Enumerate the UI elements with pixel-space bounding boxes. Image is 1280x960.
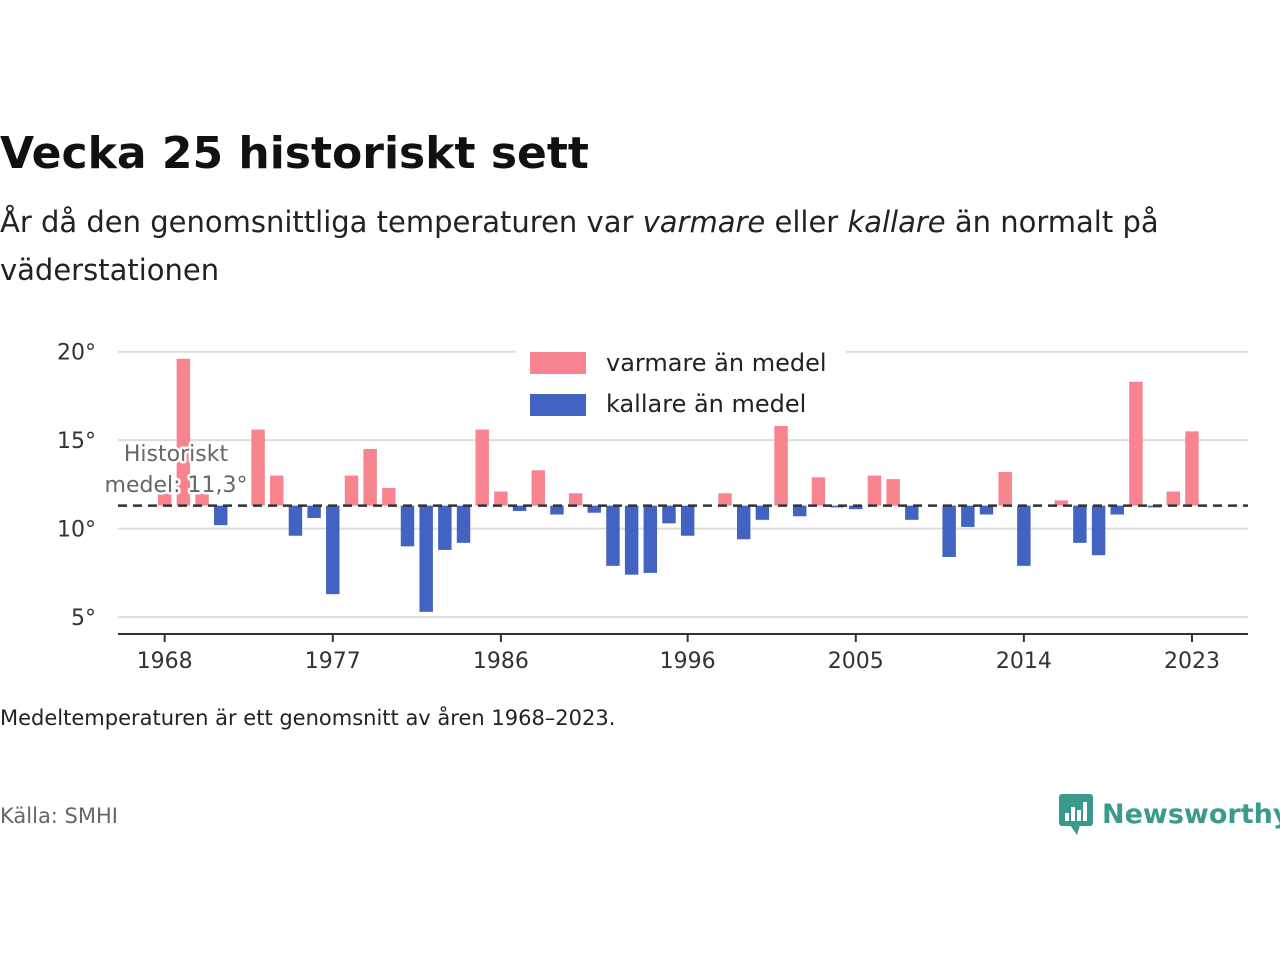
bar-warmer — [270, 475, 284, 506]
y-tick-label: 15° — [57, 429, 96, 454]
legend-swatch-warmer — [530, 352, 586, 374]
subtitle-emphasis-warmer: varmare — [642, 205, 766, 239]
bar-colder — [830, 505, 844, 508]
bar-colder — [979, 505, 994, 515]
bar-colder — [288, 505, 303, 536]
bar-warmer — [382, 487, 396, 506]
annotation-line-1: Historiskt — [124, 442, 229, 467]
x-tick-label: 2023 — [1164, 649, 1220, 670]
bar-warmer — [251, 429, 265, 506]
bar-colder — [662, 505, 676, 524]
y-axis-labels: 5° 10° 15° 20° — [57, 341, 96, 631]
bar-warmer — [176, 358, 191, 506]
bar-colder — [1073, 505, 1087, 543]
bar-warmer — [998, 472, 1012, 506]
legend-label-warmer: varmare än medel — [606, 349, 827, 377]
newsworthy-logo-icon — [1059, 794, 1093, 835]
bar-warmer — [157, 493, 172, 506]
subtitle-text-2: eller — [765, 205, 848, 239]
bar-warmer — [531, 470, 545, 506]
bar-warmer — [886, 479, 900, 506]
bar-colder — [624, 505, 639, 575]
bar-warmer — [363, 449, 377, 506]
bar-colder — [1110, 505, 1124, 515]
bar-colder — [438, 505, 452, 550]
bar-colder — [755, 505, 770, 520]
brand-name: Newsworthy — [1102, 798, 1280, 830]
chart-subtitle: År då den genomsnittliga temperaturen va… — [0, 198, 1240, 294]
bar-colder — [942, 505, 956, 557]
brand-logo: Newsworthy — [1058, 790, 1280, 838]
footnote: Medeltemperaturen är ett genomsnitt av å… — [0, 706, 616, 730]
bar-colder — [326, 505, 340, 595]
x-axis: 1968 1977 1986 1996 2005 2014 2023 — [118, 633, 1248, 670]
x-tick-label: 1977 — [305, 649, 361, 670]
bar-warmer — [718, 493, 732, 506]
bar-warmer — [1185, 431, 1199, 506]
bar-colder — [1017, 505, 1031, 566]
bar-warmer — [494, 491, 508, 506]
bar-warmer — [867, 475, 882, 506]
annotation-line-2: medel: 11,3° — [105, 473, 248, 498]
bar-colder — [214, 505, 228, 526]
bar-colder — [307, 505, 321, 519]
bar-warmer — [475, 429, 489, 506]
legend-swatch-colder — [530, 394, 586, 416]
y-tick-label: 5° — [71, 606, 96, 631]
x-tick-label: 2014 — [996, 649, 1052, 670]
bar-colder — [961, 505, 975, 527]
y-tick-label: 10° — [57, 518, 96, 543]
bar-colder — [849, 505, 863, 510]
source-credit: Källa: SMHI — [0, 804, 118, 828]
bar-colder — [512, 505, 527, 511]
chart-title: Vecka 25 historiskt sett — [0, 128, 589, 179]
bar-colder — [400, 505, 415, 547]
subtitle-emphasis-colder: kallare — [847, 205, 946, 239]
bar-warmer — [1054, 500, 1068, 506]
bar-warmer — [344, 475, 359, 506]
bar-colder — [550, 505, 564, 515]
x-tick-label: 1968 — [137, 649, 193, 670]
bar-colder — [736, 505, 751, 540]
bar-colder — [456, 505, 471, 543]
bar-warmer — [811, 477, 826, 506]
bar-warmer — [1166, 491, 1181, 506]
y-tick-label: 20° — [57, 341, 96, 366]
x-tick-label: 2005 — [828, 649, 884, 670]
bar-warmer — [774, 426, 788, 506]
bar-colder — [587, 505, 602, 513]
x-tick-label: 1986 — [473, 649, 529, 670]
subtitle-text-3: än normalt på väderstationen — [0, 205, 1159, 287]
bar-warmer — [195, 493, 209, 506]
x-tick-label: 1996 — [660, 649, 716, 670]
bar-colder — [643, 505, 658, 573]
bar-colder — [1091, 505, 1106, 556]
legend-label-colder: kallare än medel — [606, 390, 806, 418]
bars — [157, 358, 1199, 612]
legend: varmare än medel kallare än medel — [516, 344, 846, 426]
mean-annotation: Historiskt medel: 11,3° — [102, 440, 250, 501]
bar-warmer — [1129, 381, 1143, 506]
bar-colder — [793, 505, 807, 517]
bar-warmer — [568, 493, 583, 506]
bar-colder — [606, 505, 620, 566]
bar-colder — [419, 505, 433, 612]
bar-colder — [905, 505, 919, 520]
bar-colder — [680, 505, 695, 536]
temperature-bar-chart: 5° 10° 15° 20° Historiskt medel: 11,3° 1968… — [57, 341, 1248, 670]
subtitle-text-1: År då den genomsnittliga temperaturen va… — [0, 205, 643, 239]
